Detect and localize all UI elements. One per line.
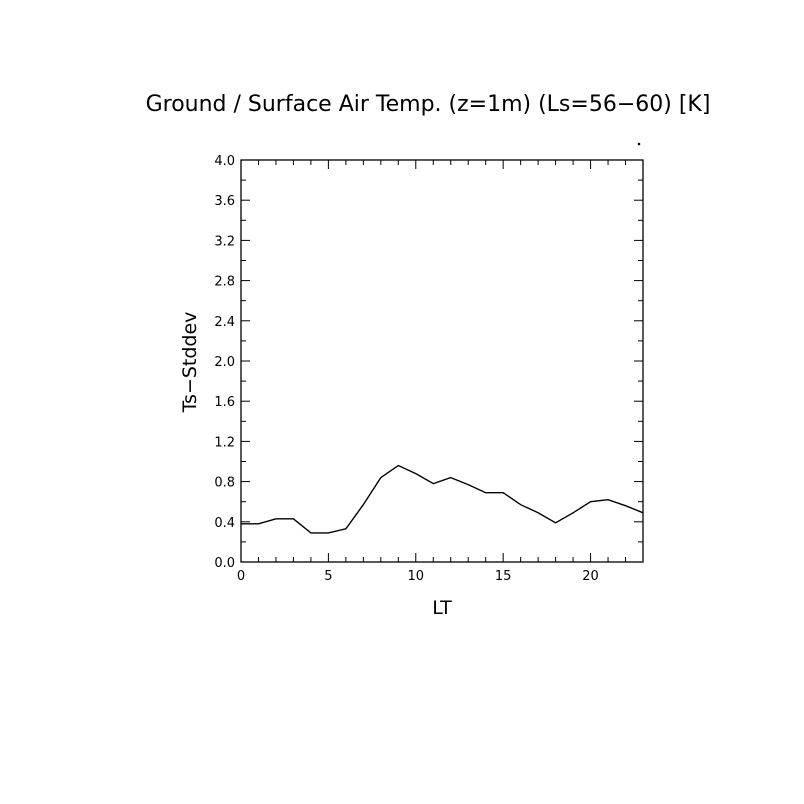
plot-area: 0.0 0.4 0.8 1.2 1.6 2.0 2.4 2.8 3.2 3.6 4.0 0 5 10 15… [214,154,644,584]
x-axis: 0 5 10 15 20 [237,160,644,584]
x-tick-label: 0 [237,569,245,584]
y-tick-label: 2.0 [214,355,235,370]
x-tick-label: 20 [582,569,599,584]
y-tick-label: 4.0 [214,154,235,169]
corner-dot [637,142,641,146]
y-tick-label: 2.8 [214,275,235,290]
y-tick-label: 0.4 [214,516,235,531]
chart-title: Ground / Surface Air Temp. (z=1m) (Ls=56… [146,92,711,117]
y-axis: 0.0 0.4 0.8 1.2 1.6 2.0 2.4 2.8 3.2 3.6 4.0 [214,154,643,571]
y-tick-label: 0.8 [214,476,235,491]
y-tick-label: 2.4 [214,315,235,330]
y-tick-label: 3.6 [214,194,235,209]
plot-frame [240,159,644,563]
x-tick-label: 5 [324,569,332,584]
y-tick-label: 1.2 [214,435,235,450]
series-line [241,464,644,534]
x-axis-label: LT [432,597,452,619]
y-tick-label: 3.2 [214,234,235,249]
x-tick-label: 10 [408,569,425,584]
x-tick-label: 15 [495,569,512,584]
y-tick-label: 0.0 [214,556,235,571]
y-tick-label: 1.6 [214,395,235,410]
y-axis-label: Ts−Stddev [179,312,201,414]
